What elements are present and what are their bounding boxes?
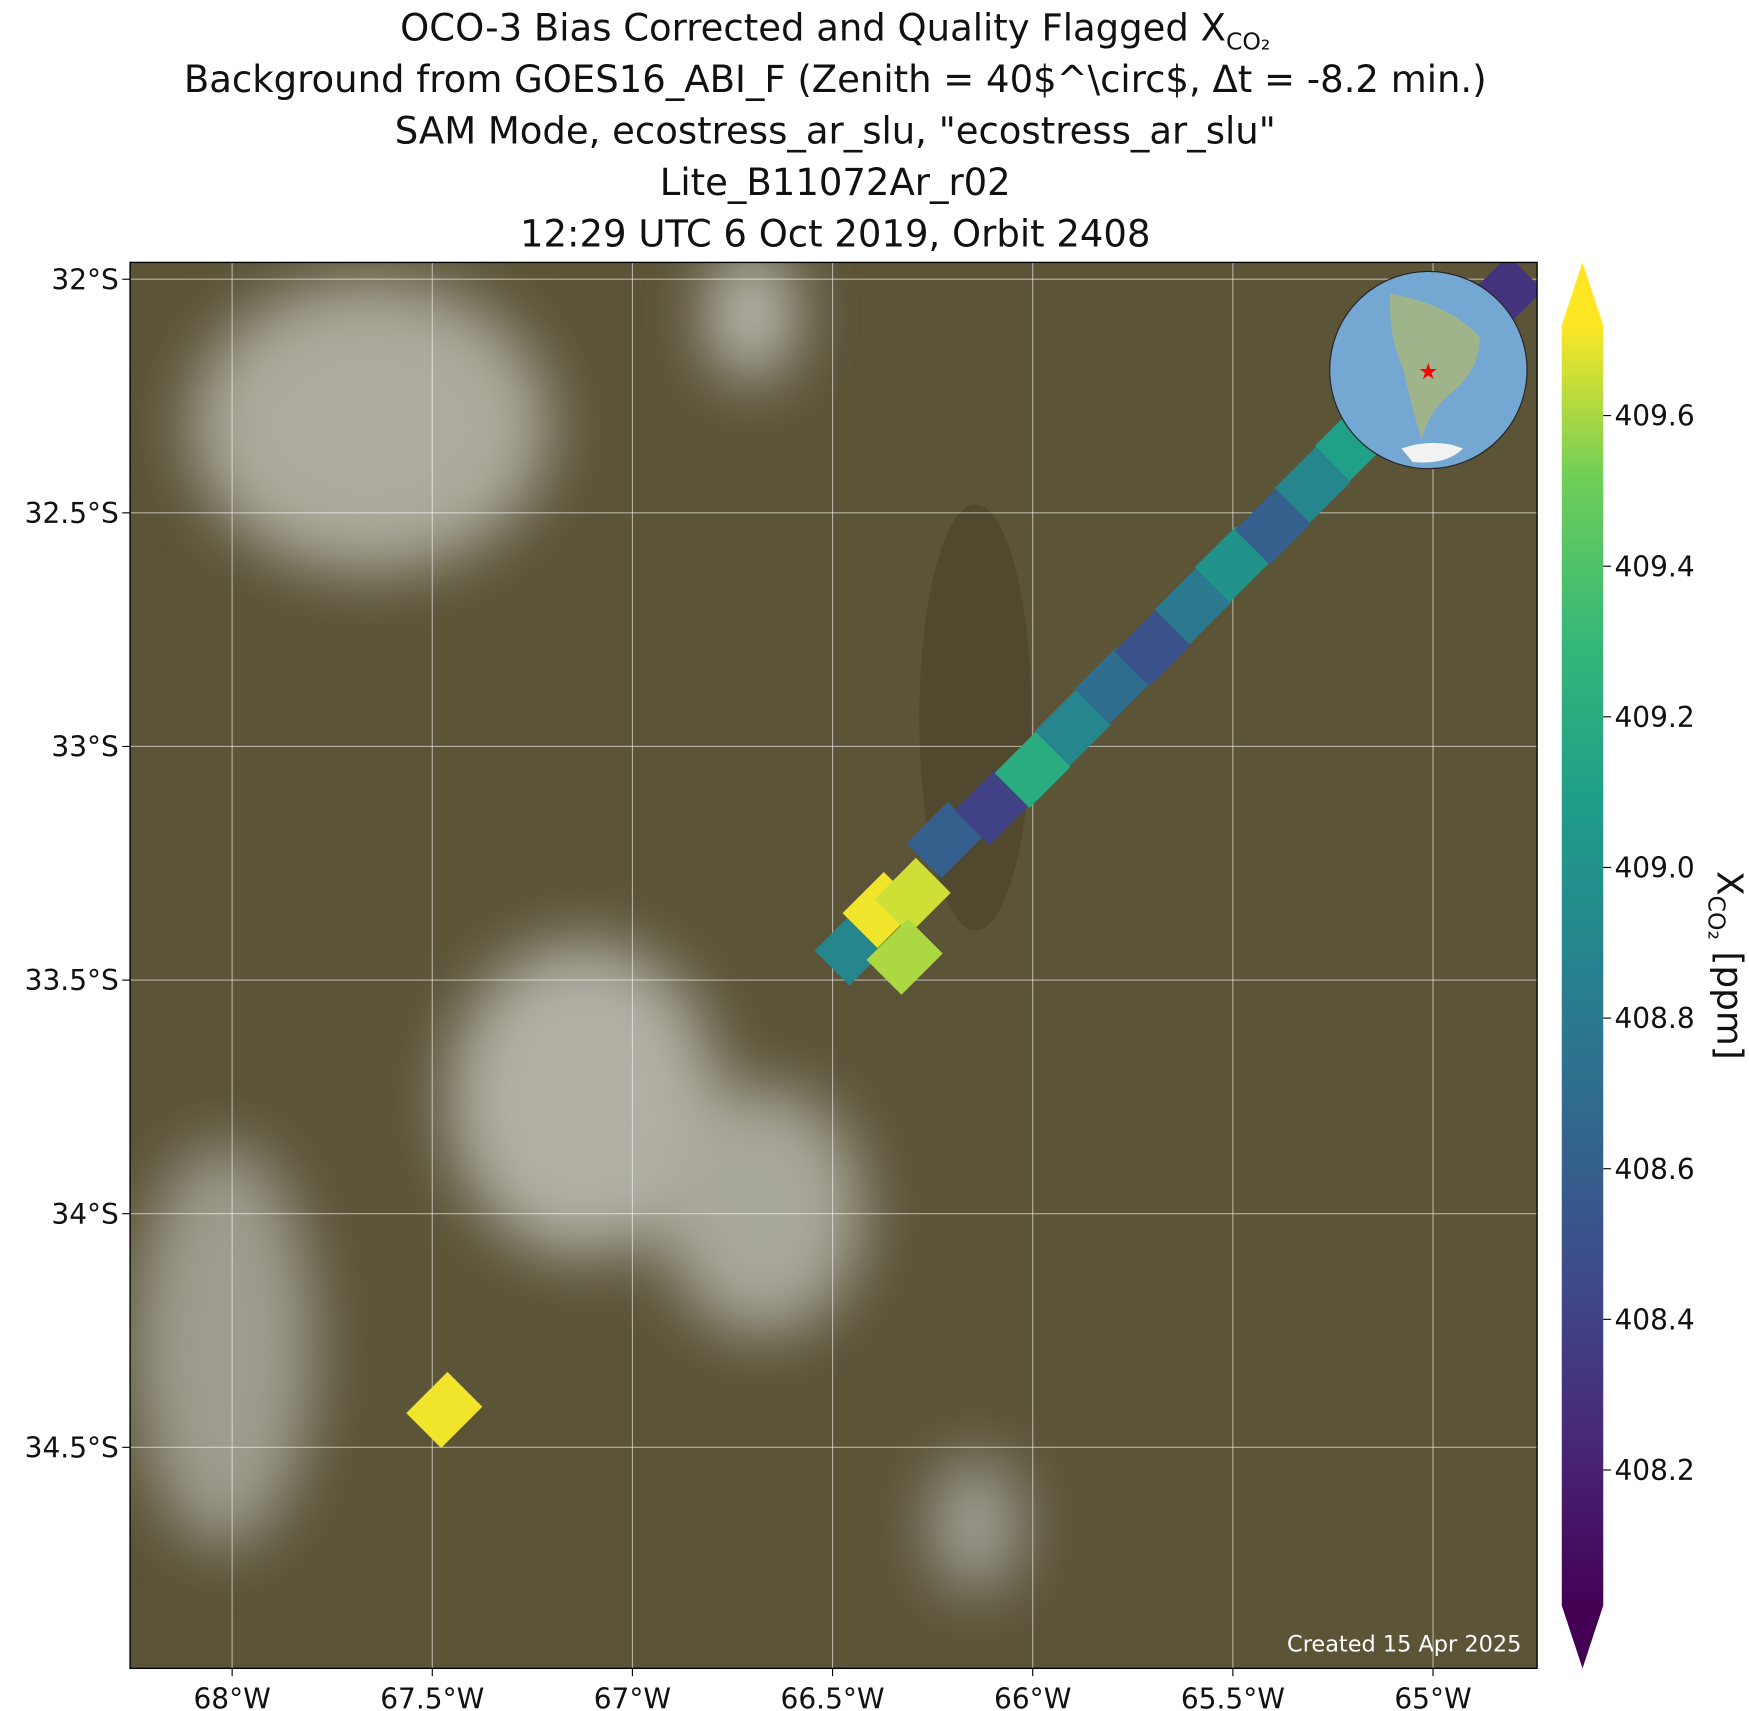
- x-tick-label: 66.5°W: [781, 1683, 885, 1711]
- x-tick-label: 67°W: [594, 1683, 671, 1711]
- colorbar-tick-label: 409.0: [1614, 852, 1694, 885]
- title-text: SAM Mode, ecostress_ar_slu, "ecostress_a…: [395, 110, 1276, 153]
- colorbar-tick-label: 408.8: [1614, 1002, 1694, 1035]
- sounding: [994, 731, 1071, 808]
- title-line: SAM Mode, ecostress_ar_slu, "ecostress_a…: [395, 110, 1276, 153]
- x-tick-label: 67.5°W: [380, 1683, 484, 1711]
- colorbar-tick-label: 409.6: [1614, 400, 1694, 433]
- sounding: [906, 801, 983, 878]
- colorbar-extend-max: [1561, 262, 1604, 326]
- note: Created 15 Apr 2025: [1287, 1632, 1521, 1658]
- colorbar-tick-label: 408.4: [1614, 1303, 1694, 1336]
- svg-text:★: ★: [1418, 359, 1438, 385]
- colorbar-label: XCO₂ [ppm]: [1703, 871, 1749, 1060]
- x-tick-label: 65°W: [1394, 1683, 1471, 1711]
- sounding: [874, 857, 951, 935]
- title-line: Background from GOES16_ABI_F (Zenith = 4…: [184, 58, 1487, 101]
- y-tick-label: 32.5°S: [25, 497, 119, 530]
- title-text: OCO-3 Bias Corrected and Quality Flagged…: [400, 6, 1226, 49]
- sounding: [1234, 488, 1311, 565]
- map-frame: [129, 261, 1538, 1670]
- y-tick-label: 33.5°S: [25, 964, 119, 997]
- colorbar-tick-label: 409.2: [1614, 701, 1694, 734]
- x-tick-label: 65.5°W: [1181, 1683, 1285, 1711]
- colorbar-tick-label: 409.4: [1614, 550, 1694, 583]
- title-line: OCO-3 Bias Corrected and Quality Flagged…: [400, 6, 1270, 55]
- sounding: [1114, 610, 1191, 687]
- title-text: Background from GOES16_ABI_F (Zenith = 4…: [184, 58, 1487, 101]
- colorbar-tick-label: 408.2: [1614, 1454, 1694, 1487]
- colorbar-tick-label: 408.6: [1614, 1153, 1694, 1186]
- title-subscript: CO₂: [1226, 27, 1270, 55]
- y-tick-label: 34°S: [51, 1198, 118, 1231]
- y-tick-label: 32°S: [51, 263, 118, 296]
- sounding: [406, 1371, 483, 1449]
- sounding: [1274, 446, 1351, 523]
- y-tick-label: 34.5°S: [25, 1431, 119, 1464]
- sounding: [866, 918, 943, 995]
- y-tick-label: 33°S: [51, 731, 118, 764]
- globe-inset: ★: [1329, 270, 1528, 470]
- title-text: Lite_B11072Ar_r02: [660, 161, 1011, 204]
- x-tick-label: 68°W: [193, 1683, 270, 1711]
- x-tick-label: 66°W: [994, 1683, 1071, 1711]
- title-line: 12:29 UTC 6 Oct 2019, Orbit 2408: [520, 213, 1151, 256]
- title-line: Lite_B11072Ar_r02: [660, 161, 1011, 204]
- sounding: [1154, 568, 1231, 645]
- colorbar-extend-min: [1561, 1605, 1604, 1669]
- colorbar: [1561, 325, 1604, 1606]
- sounding: [1034, 689, 1111, 766]
- title-text: 12:29 UTC 6 Oct 2019, Orbit 2408: [520, 213, 1151, 256]
